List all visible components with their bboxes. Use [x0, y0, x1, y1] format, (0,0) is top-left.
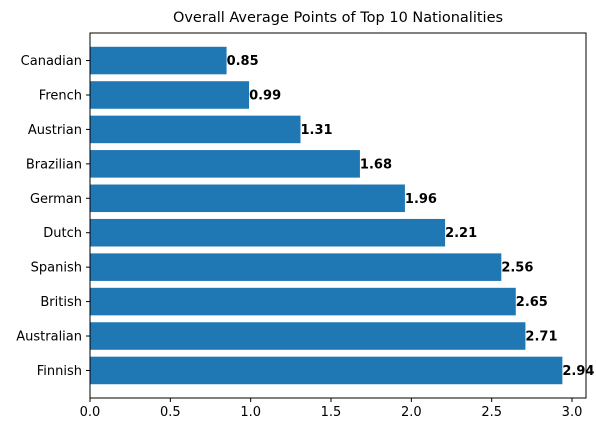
x-tick-label-1: 0.5 — [160, 405, 181, 420]
y-tick-label-canadian: Canadian — [21, 54, 82, 69]
bar-australian — [90, 322, 526, 350]
y-tick-label-brazilian: Brazilian — [26, 157, 82, 172]
bar-german — [90, 184, 405, 213]
x-tick-label-2: 1.0 — [240, 405, 261, 420]
value-label-australian: 2.71 — [525, 330, 557, 345]
plot-frame — [89, 32, 587, 399]
value-label-french: 0.99 — [249, 88, 281, 103]
value-label-british: 2.65 — [516, 295, 548, 310]
x-axis: 0.0 0.5 1.0 1.5 2.0 2.5 3.0 — [80, 398, 583, 420]
bar-spanish — [90, 253, 502, 281]
bar-austrian — [90, 115, 301, 144]
x-tick-label-4: 2.0 — [401, 405, 422, 420]
y-tick-label-french: French — [39, 88, 82, 103]
value-label-german: 1.96 — [405, 192, 437, 207]
value-labels-group: 2.94 2.71 2.65 2.56 2.21 1.96 1.68 1.31 0.99 0.85 — [227, 54, 595, 379]
y-tick-label-dutch: Dutch — [43, 226, 82, 241]
x-tick-label-0: 0.0 — [80, 405, 101, 420]
bar-finnish — [90, 356, 563, 385]
y-tick-label-german: German — [30, 192, 82, 207]
chart-title: Overall Average Points of Top 10 Nationa… — [173, 10, 503, 26]
bars-group — [90, 46, 563, 385]
x-tick-label-6: 3.0 — [562, 405, 583, 420]
value-label-dutch: 2.21 — [445, 226, 477, 241]
y-tick-label-finnish: Finnish — [37, 364, 82, 379]
value-label-canadian: 0.85 — [227, 54, 259, 69]
x-tick-label-3: 1.5 — [321, 405, 342, 420]
value-label-austrian: 1.31 — [300, 123, 332, 138]
value-label-spanish: 2.56 — [501, 261, 533, 276]
bar-british — [90, 287, 516, 316]
bar-dutch — [90, 218, 446, 247]
y-axis: Finnish Australian British Spanish Dutch Germ… — [16, 54, 90, 379]
y-tick-label-australian: Australian — [16, 330, 82, 345]
value-label-finnish: 2.94 — [562, 364, 594, 379]
x-tick-label-5: 2.5 — [481, 405, 502, 420]
bar-french — [90, 81, 250, 109]
value-label-brazilian: 1.68 — [360, 157, 392, 172]
bar-brazilian — [90, 150, 360, 178]
bar-canadian — [90, 46, 227, 75]
y-tick-label-british: British — [40, 295, 82, 310]
y-tick-label-spanish: Spanish — [31, 261, 82, 276]
y-tick-label-austrian: Austrian — [28, 123, 82, 138]
